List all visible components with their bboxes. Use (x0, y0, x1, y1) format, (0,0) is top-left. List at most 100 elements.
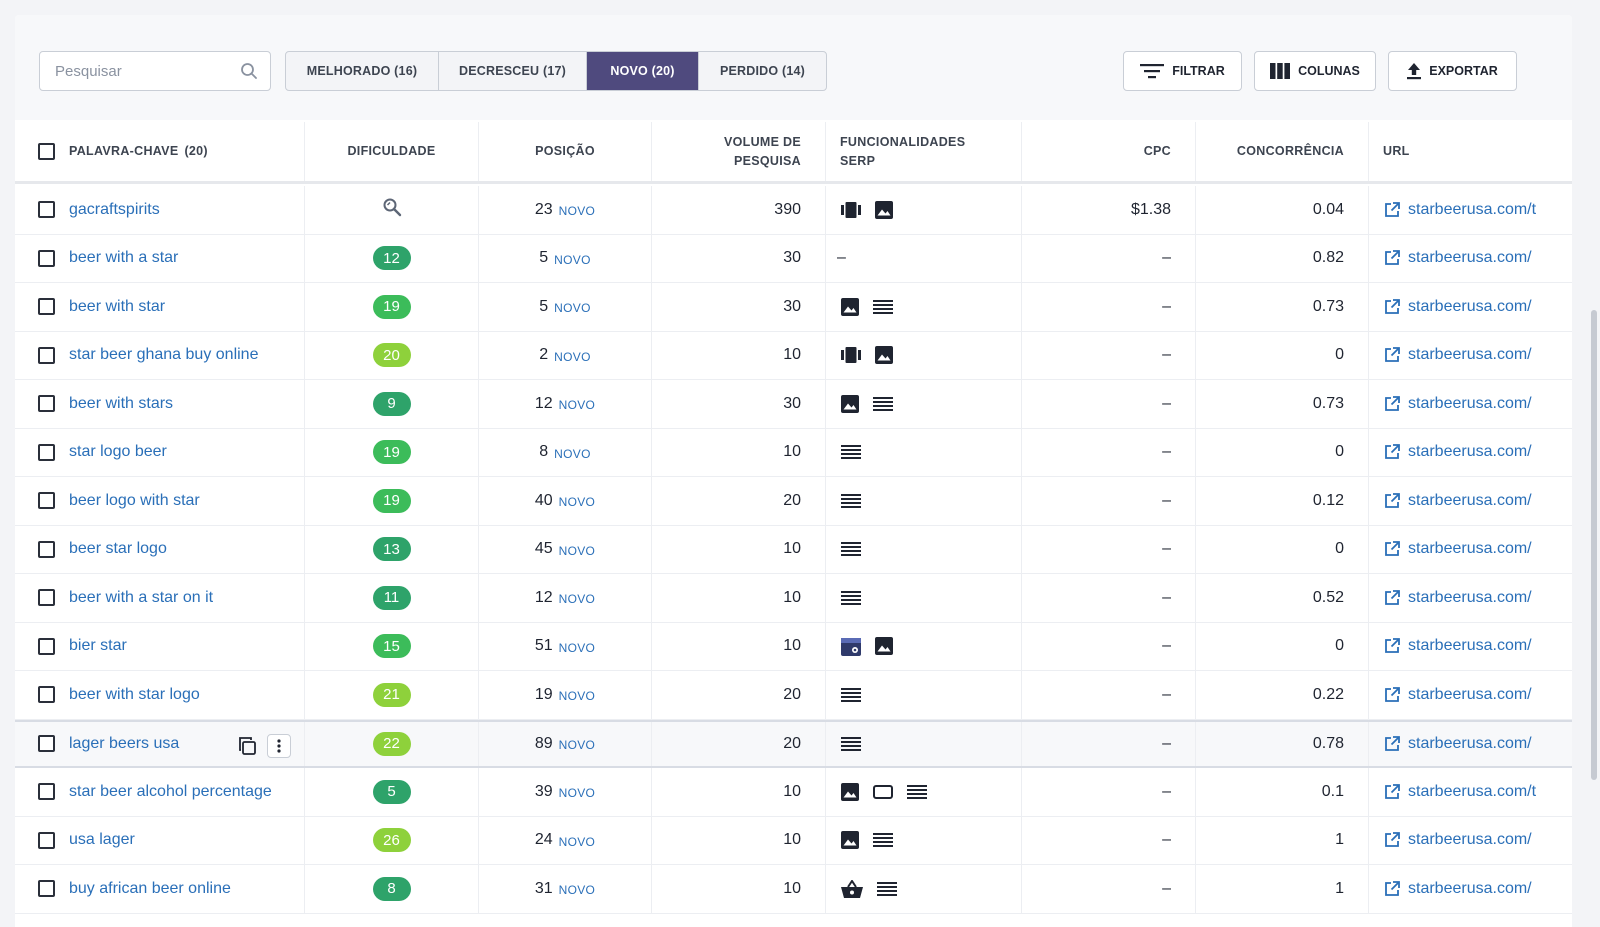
keyword-link[interactable]: beer with a star (69, 249, 179, 267)
row-checkbox[interactable] (38, 831, 55, 849)
table-row[interactable]: star beer alcohol percentage 5 39 NOVO 10 – 0.… (15, 768, 1572, 817)
image-icon[interactable] (875, 346, 893, 365)
list-icon[interactable] (841, 736, 861, 752)
header-position[interactable]: POSIÇÃO (479, 122, 652, 181)
table-row[interactable]: beer with star 19 5 NOVO 30 – 0.73 starbeerusa.… (15, 283, 1572, 332)
keyword-link[interactable]: star logo beer (69, 443, 167, 461)
list-icon[interactable] (841, 493, 861, 509)
row-checkbox[interactable] (38, 686, 55, 704)
url-link[interactable]: starbeerusa.com/ (1369, 249, 1532, 267)
row-checkbox[interactable] (38, 735, 55, 753)
url-link[interactable]: starbeerusa.com/ (1369, 298, 1532, 316)
keyword-link[interactable]: star beer ghana buy online (69, 346, 259, 364)
row-checkbox[interactable] (38, 298, 55, 316)
keyword-link[interactable]: star beer alcohol percentage (69, 782, 272, 800)
row-checkbox[interactable] (38, 589, 55, 607)
keyword-link[interactable]: beer with star (69, 297, 166, 315)
shopping-icon[interactable] (841, 879, 863, 898)
scrollbar-thumb[interactable] (1591, 310, 1597, 780)
table-row[interactable]: beer star logo 13 45 NOVO 10 – 0 starbeerusa.co… (15, 525, 1572, 574)
tab-new[interactable]: NOVO (20) (587, 52, 699, 90)
row-checkbox[interactable] (38, 249, 55, 267)
table-row[interactable]: beer with a star 12 5 NOVO 30 – – 0.82 starbeeru… (15, 234, 1572, 283)
row-checkbox[interactable] (38, 492, 55, 510)
tab-lost[interactable]: PERDIDO (14) (719, 64, 806, 78)
filter-button[interactable]: FILTRAR (1123, 51, 1242, 91)
header-volume[interactable]: VOLUME DE PESQUISA (652, 122, 826, 181)
search-icon[interactable] (240, 62, 258, 80)
url-link[interactable]: starbeerusa.com/ (1369, 637, 1532, 655)
keyword-link[interactable]: beer star logo (69, 540, 167, 558)
table-row[interactable]: gacraftspirits 23 NOVO 390 $1.38 0.04 starbeer… (15, 186, 1572, 235)
header-keyword[interactable]: PALAVRA-CHAVE (20) (15, 122, 305, 181)
list-icon[interactable] (873, 299, 893, 315)
columns-button[interactable]: COLUNAS (1254, 51, 1376, 91)
list-icon[interactable] (873, 832, 893, 848)
keyword-link[interactable]: beer with a star on it (69, 588, 214, 606)
search-box[interactable] (39, 51, 271, 91)
table-row[interactable]: beer with a star on it 11 12 NOVO 10 – 0.52 sta… (15, 574, 1572, 623)
url-link[interactable]: starbeerusa.com/ (1369, 395, 1532, 413)
keyword-link[interactable]: bier star (69, 637, 127, 655)
image-icon[interactable] (875, 637, 893, 656)
url-link[interactable]: starbeerusa.com/ (1369, 686, 1532, 704)
keyword-link[interactable]: beer with stars (69, 394, 174, 412)
scrollbar[interactable] (1586, 0, 1600, 927)
keyword-link[interactable]: lager beers usa (69, 734, 180, 752)
table-row[interactable]: star logo beer 19 8 NOVO 10 – 0 starbeerusa.com… (15, 428, 1572, 477)
table-row[interactable]: star beer ghana buy online 20 2 NOVO 10 – 0 sta… (15, 331, 1572, 380)
table-row[interactable]: buy african beer online 8 31 NOVO 10 – 1 starbe… (15, 865, 1572, 914)
url-link[interactable]: starbeerusa.com/ (1369, 735, 1532, 753)
list-icon[interactable] (841, 444, 861, 460)
table-row[interactable]: bier star 15 51 NOVO 10 – 0 starbeerusa.com/ (15, 622, 1572, 671)
row-checkbox[interactable] (38, 880, 55, 898)
local-pack-icon[interactable] (841, 636, 861, 657)
featured-snippet-icon[interactable] (873, 784, 893, 799)
carousel-icon[interactable] (841, 347, 861, 364)
url-link[interactable]: starbeerusa.com/ (1369, 346, 1532, 364)
url-link[interactable]: starbeerusa.com/t (1369, 783, 1536, 801)
table-row[interactable]: beer with stars 9 12 NOVO 30 – 0.73 starbeerusa… (15, 380, 1572, 429)
list-icon[interactable] (841, 590, 861, 606)
image-icon[interactable] (875, 200, 893, 219)
header-url[interactable]: URL (1383, 144, 1410, 159)
url-link[interactable]: starbeerusa.com/t (1369, 201, 1536, 219)
keyword-link[interactable]: buy african beer online (69, 879, 231, 897)
header-cpc[interactable]: CPC (1022, 122, 1196, 181)
list-icon[interactable] (877, 881, 897, 897)
header-serp[interactable]: FUNCIONALIDADES SERP (826, 122, 1022, 181)
copy-icon[interactable] (237, 736, 257, 756)
row-checkbox[interactable] (38, 346, 55, 364)
carousel-icon[interactable] (841, 201, 861, 218)
image-icon[interactable] (841, 782, 859, 801)
row-menu-button[interactable] (267, 733, 291, 758)
header-competition[interactable]: CONCORRÊNCIA (1196, 122, 1369, 181)
tab-improved[interactable]: MELHORADO (16) (286, 52, 439, 90)
row-checkbox[interactable] (38, 637, 55, 655)
row-checkbox[interactable] (38, 540, 55, 558)
url-link[interactable]: starbeerusa.com/ (1369, 589, 1532, 607)
header-difficulty[interactable]: DIFICULDADE (305, 122, 479, 181)
image-icon[interactable] (841, 297, 859, 316)
list-icon[interactable] (841, 541, 861, 557)
url-link[interactable]: starbeerusa.com/ (1369, 492, 1532, 510)
row-checkbox[interactable] (38, 201, 55, 219)
image-icon[interactable] (841, 831, 859, 850)
list-icon[interactable] (873, 396, 893, 412)
tab-declined[interactable]: DECRESCEU (17) (439, 52, 587, 90)
keyword-link[interactable]: gacraftspirits (69, 200, 160, 218)
image-icon[interactable] (841, 394, 859, 413)
table-row[interactable]: lager beers usa 22 89 NOVO 20 – 0.78 starbeerus… (15, 719, 1572, 768)
search-input[interactable] (40, 52, 230, 90)
row-checkbox[interactable] (38, 395, 55, 413)
url-link[interactable]: starbeerusa.com/ (1369, 540, 1532, 558)
url-link[interactable]: starbeerusa.com/ (1369, 880, 1532, 898)
select-all-checkbox[interactable] (38, 143, 55, 160)
list-icon[interactable] (841, 687, 861, 703)
keyword-link[interactable]: beer with star logo (69, 685, 200, 703)
list-icon[interactable] (907, 784, 927, 800)
row-checkbox[interactable] (38, 783, 55, 801)
table-row[interactable]: beer with star logo 21 19 NOVO 20 – 0.22 starbe… (15, 671, 1572, 720)
url-link[interactable]: starbeerusa.com/ (1369, 443, 1532, 461)
keyword-link[interactable]: beer logo with star (69, 491, 200, 509)
